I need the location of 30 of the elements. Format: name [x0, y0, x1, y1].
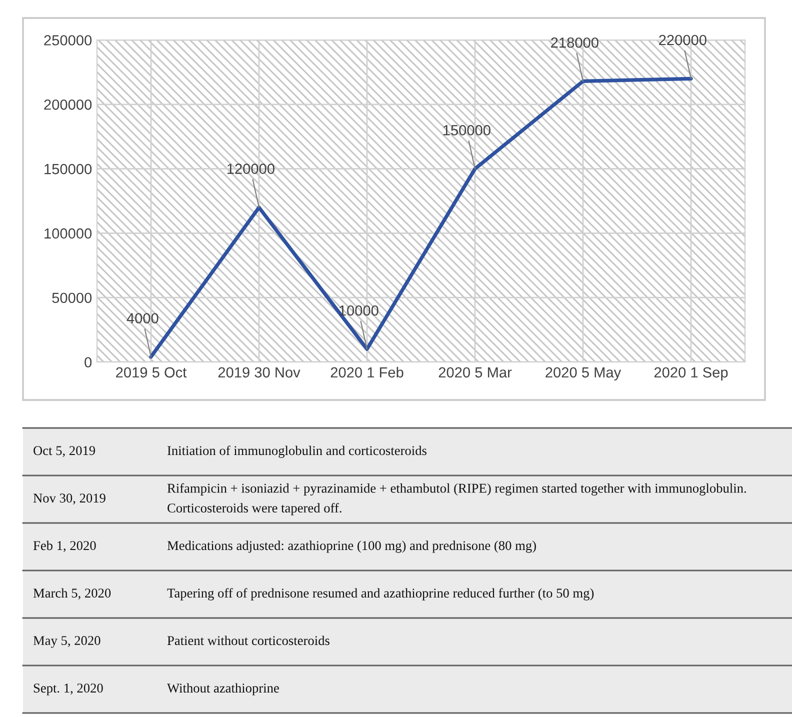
x-tick-label: 2019 5 Oct: [116, 367, 187, 378]
y-tick-label: 150000: [44, 164, 92, 174]
x-tick-label: 2020 5 May: [546, 367, 622, 380]
x-tick-label: 2019 30 Nov: [218, 367, 300, 378]
y-tick-label: 100000: [44, 228, 92, 239]
data-label: 150000: [443, 125, 490, 136]
text: Feb 1, 2020: [33, 540, 96, 552]
text: Patient without corticosteroids: [167, 636, 330, 646]
text: Initiation of immunoglobulin and corticosteroids: [167, 446, 426, 458]
data-label: 4000: [126, 313, 158, 324]
text: Oct 5, 2019: [34, 446, 96, 458]
data-label: 220000: [659, 34, 706, 46]
x-tick-label: 2020 1 Sep: [654, 367, 728, 380]
data-label: 218000: [551, 37, 598, 48]
text: May 5, 2020: [33, 636, 100, 648]
text: Sept. 1, 2020: [34, 684, 103, 696]
y-tick-label: 0: [84, 357, 92, 368]
y-tick-label: 250000: [44, 35, 92, 46]
text: Nov 30, 2019: [33, 494, 106, 505]
text: Rifampicin + isoniazid + pyrazinamide + ethambutol (RIPE) regimen started together with immunoglobulin. Corticosteroids were tapered off.: [167, 483, 746, 516]
text: Without azathioprine: [167, 683, 279, 696]
x-tick-label: 2020 5 Mar: [438, 367, 512, 378]
data-label: 120000: [227, 164, 274, 174]
y-tick-label: 200000: [44, 100, 92, 110]
text: Tapering off of prednisone resumed and azathioprine reduced further (to 50 mg): [167, 588, 594, 600]
x-tick-label: 2020 1 Feb: [330, 366, 404, 378]
text: Medications adjusted: azathioprine (100 mg) and prednisone (80 mg): [167, 540, 536, 553]
y-tick-label: 50000: [52, 292, 92, 304]
data-label: 10000: [340, 305, 378, 316]
text: March 5, 2020: [33, 588, 111, 600]
